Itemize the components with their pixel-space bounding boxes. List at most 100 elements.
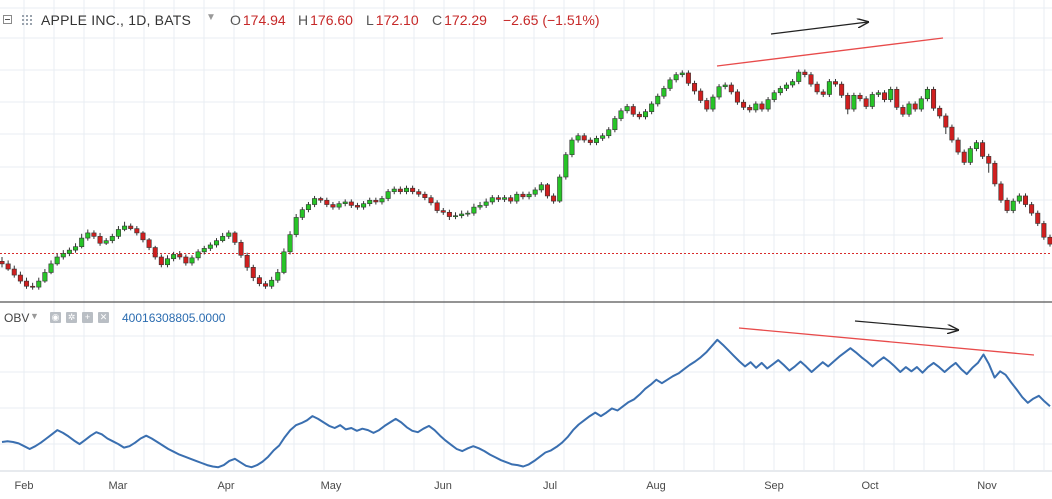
candle-body xyxy=(612,118,618,131)
candle-body xyxy=(79,237,85,247)
candle-body xyxy=(183,256,189,264)
eye-icon[interactable]: ◉ xyxy=(50,312,61,323)
candle-body xyxy=(943,115,949,128)
candle-body xyxy=(538,184,544,191)
close-icon[interactable]: ✕ xyxy=(98,312,109,323)
candle-body xyxy=(765,99,771,110)
obv-dropdown-icon[interactable]: ▼ xyxy=(30,311,39,321)
candle xyxy=(1041,220,1047,240)
candle-body xyxy=(293,217,299,235)
candle xyxy=(263,281,269,289)
candle-body xyxy=(980,142,986,157)
candle-body xyxy=(342,201,348,204)
candle-body xyxy=(704,100,710,110)
candle-body xyxy=(348,201,354,206)
candle xyxy=(293,214,299,238)
candle-body xyxy=(1010,200,1016,211)
candle-body xyxy=(655,95,661,105)
candle xyxy=(299,207,305,221)
candle-body xyxy=(385,191,391,199)
candle xyxy=(593,135,599,146)
drag-handle-icon[interactable] xyxy=(20,13,34,27)
candle-body xyxy=(661,88,667,97)
candle-body xyxy=(857,95,863,100)
candle-body xyxy=(103,240,109,244)
symbol-title[interactable]: APPLE INC., 1D, BATS xyxy=(41,12,192,28)
candle-body xyxy=(305,204,311,210)
candle-body xyxy=(232,232,238,243)
candle-body xyxy=(587,139,593,143)
candle xyxy=(808,72,814,87)
plus-icon[interactable]: + xyxy=(82,312,93,323)
candle-body xyxy=(164,258,170,266)
candle xyxy=(937,105,943,119)
collapse-icon[interactable] xyxy=(3,15,12,24)
candle xyxy=(373,197,379,205)
candle-body xyxy=(673,74,679,81)
candle xyxy=(30,282,36,290)
candle-body xyxy=(0,260,5,265)
candle xyxy=(606,127,612,139)
candle-body xyxy=(397,188,403,192)
candle xyxy=(526,191,532,200)
candle-body xyxy=(146,239,152,248)
candle xyxy=(134,226,140,236)
candle-body xyxy=(771,92,777,100)
gear-icon[interactable]: ✲ xyxy=(66,312,77,323)
candle-body xyxy=(955,139,961,153)
candle xyxy=(416,189,422,197)
candle-body xyxy=(606,129,612,137)
candle xyxy=(220,232,226,243)
candle-body xyxy=(416,191,422,195)
candle xyxy=(894,86,900,110)
candle-body xyxy=(250,267,256,278)
candle-body xyxy=(226,232,232,237)
candle xyxy=(759,101,765,112)
obv-title[interactable]: OBV xyxy=(4,311,30,325)
candle-body xyxy=(931,89,937,109)
candle xyxy=(820,89,826,98)
candle xyxy=(636,111,642,120)
candle xyxy=(857,92,863,102)
candle-body xyxy=(379,198,385,203)
candle xyxy=(587,137,593,146)
open-value: O 174.94 xyxy=(230,12,286,28)
candle xyxy=(85,229,91,241)
candle xyxy=(741,99,747,110)
obv-line xyxy=(1,338,1051,469)
candle-body xyxy=(845,95,851,110)
time-axis-tick-label: Jul xyxy=(543,480,557,492)
candle xyxy=(391,186,397,195)
candle xyxy=(796,69,802,85)
candle xyxy=(967,146,973,165)
candle-body xyxy=(808,74,814,85)
candle xyxy=(440,207,446,215)
candle-body xyxy=(636,113,642,118)
candle xyxy=(1022,193,1028,208)
candle xyxy=(354,202,360,210)
candle-body xyxy=(1022,195,1028,205)
symbol-dropdown-icon[interactable]: ▼ xyxy=(206,12,216,23)
candle xyxy=(5,260,11,271)
candle xyxy=(324,197,330,208)
candle-body xyxy=(324,199,330,205)
candle xyxy=(201,245,207,255)
candle xyxy=(66,247,72,257)
candle-body xyxy=(563,154,569,178)
candle xyxy=(348,199,354,208)
candle-body xyxy=(318,198,324,201)
candle-body xyxy=(428,197,434,204)
candle xyxy=(54,253,60,266)
candle-body xyxy=(581,135,587,141)
candle xyxy=(649,101,655,115)
candle xyxy=(551,193,557,204)
close-label: C xyxy=(432,12,443,28)
candle xyxy=(91,230,97,239)
candle-body xyxy=(354,205,360,208)
candle xyxy=(312,195,318,208)
candle xyxy=(771,90,777,103)
candle-body xyxy=(924,89,930,100)
open-label: O xyxy=(230,12,241,28)
candle-body xyxy=(685,72,691,84)
